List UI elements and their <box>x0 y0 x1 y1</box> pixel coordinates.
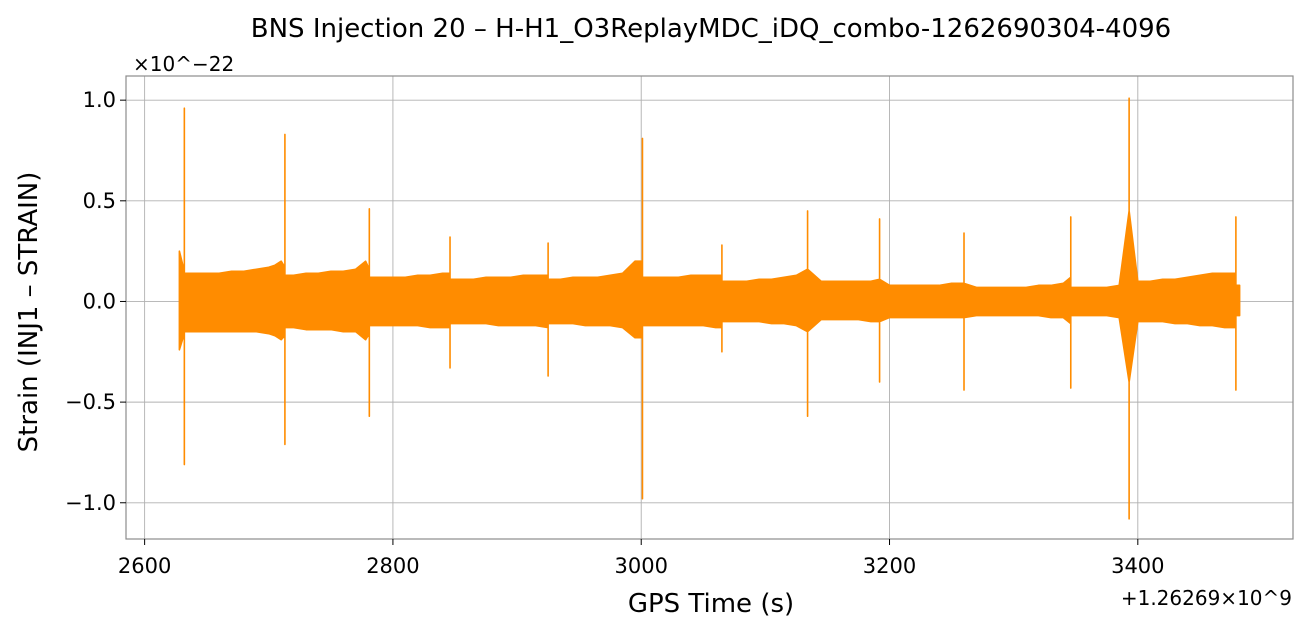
x-tick-label: 3200 <box>863 554 916 578</box>
x-tick-label: 2600 <box>118 554 171 578</box>
x-tick-label: 2800 <box>366 554 419 578</box>
axis-ticks: 2600 2800 3000 3200 3400 1.0 0.5 0.0 −0.5 −1.0 <box>65 88 1165 578</box>
x-axis-offset-label: +1.26269×10^9 <box>1121 586 1292 610</box>
y-axis-scale-factor: ×10^−22 <box>133 52 234 76</box>
plot-frame <box>125 75 1294 540</box>
x-axis-label: GPS Time (s) <box>628 589 794 619</box>
strain-series-1 <box>178 97 1241 520</box>
y-tick-label: −0.5 <box>65 390 116 414</box>
y-tick-label: 0.5 <box>83 189 116 213</box>
chart-title: BNS Injection 20 – H-H1_O3ReplayMDC_iDQ_… <box>251 14 1171 44</box>
plot-data-area <box>178 97 1241 520</box>
y-axis-label: Strain (INJ1 – STRAIN) <box>14 172 44 453</box>
y-tick-label: −1.0 <box>65 491 116 515</box>
y-tick-label: 0.0 <box>83 289 116 313</box>
y-tick-label: 1.0 <box>83 88 116 112</box>
x-tick-label: 3400 <box>1111 554 1164 578</box>
x-tick-label: 3000 <box>614 554 667 578</box>
